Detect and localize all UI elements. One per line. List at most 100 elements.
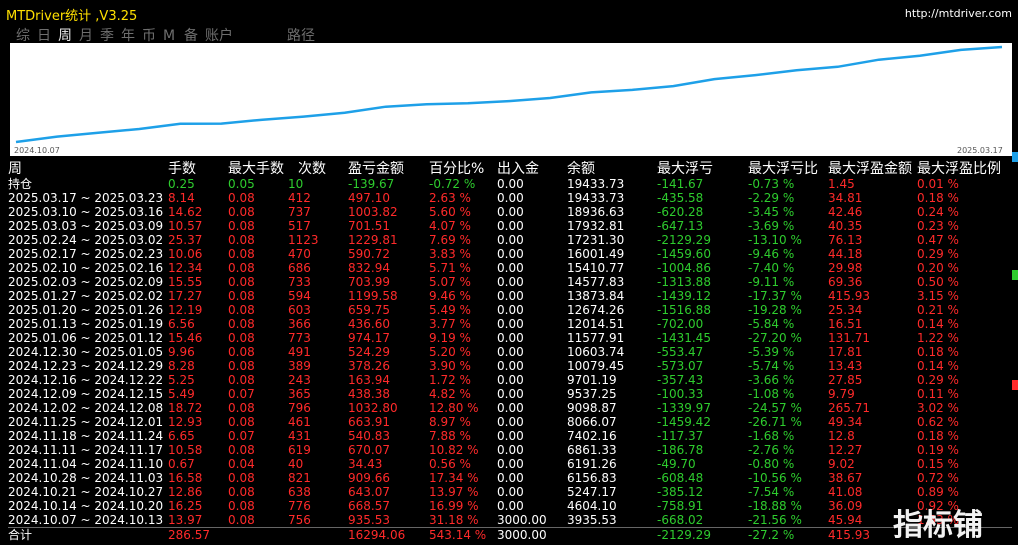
cell-deposit: 0.00 bbox=[497, 247, 524, 261]
header-week[interactable]: 周 bbox=[8, 161, 22, 177]
cell-profit: 974.17 bbox=[348, 331, 390, 345]
tab-quarter[interactable]: 季 bbox=[100, 28, 114, 44]
cell-max-float-loss: -2129.29 bbox=[657, 233, 711, 247]
cell-period: 2024.12.09 ~ 2024.12.15 bbox=[8, 387, 164, 401]
cell-lots: 15.46 bbox=[168, 331, 203, 345]
table-row[interactable]: 2025.01.27 ~ 2025.02.02 17.27 0.08 594 1199.… bbox=[8, 289, 1012, 303]
table-row[interactable]: 2024.11.11 ~ 2024.11.17 10.58 0.08 619 670.0… bbox=[8, 443, 1012, 457]
table-row[interactable]: 2025.02.24 ~ 2025.03.02 25.37 0.08 1123 1229… bbox=[8, 233, 1012, 247]
table-row[interactable]: 2025.03.03 ~ 2025.03.09 10.57 0.08 517 701.5… bbox=[8, 219, 1012, 233]
table-row[interactable]: 2025.01.06 ~ 2025.01.12 15.46 0.08 773 974.1… bbox=[8, 331, 1012, 345]
cell-deposit: 3000.00 bbox=[497, 513, 547, 527]
tab-month[interactable]: 月 bbox=[79, 28, 93, 44]
header-max-float-profit-ratio[interactable]: 最大浮盈比例 bbox=[917, 161, 1001, 177]
tab-magic[interactable]: M bbox=[163, 28, 176, 44]
table-row[interactable]: 2025.01.20 ~ 2025.01.26 12.19 0.08 603 659.7… bbox=[8, 303, 1012, 317]
cell-percent: 17.34 % bbox=[429, 471, 479, 485]
header-balance[interactable]: 余额 bbox=[567, 161, 595, 177]
cell-max-float-profit: 45.94 bbox=[828, 513, 863, 527]
table-row[interactable]: 2024.12.09 ~ 2024.12.15 5.49 0.07 365 438.38… bbox=[8, 387, 1012, 401]
cell-max-float-profit: 38.67 bbox=[828, 471, 863, 485]
header-max-float-loss-ratio[interactable]: 最大浮亏比 bbox=[748, 161, 818, 177]
table-row[interactable]: 2024.10.21 ~ 2024.10.27 12.86 0.08 638 643.0… bbox=[8, 485, 1012, 499]
table-row[interactable]: 2025.02.03 ~ 2025.02.09 15.55 0.08 733 703.9… bbox=[8, 275, 1012, 289]
table-row[interactable]: 2024.10.28 ~ 2024.11.03 16.58 0.08 821 909.6… bbox=[8, 471, 1012, 485]
cell-count: 756 bbox=[288, 513, 311, 527]
cell-max-lots: 0.04 bbox=[228, 457, 255, 471]
cell-balance: 3935.53 bbox=[567, 513, 617, 527]
cell-max-float-loss-ratio: -3.69 % bbox=[748, 219, 795, 233]
cell-period: 2024.11.25 ~ 2024.12.01 bbox=[8, 415, 164, 429]
cell-max-lots: 0.07 bbox=[228, 387, 255, 401]
tab-day[interactable]: 日 bbox=[37, 28, 51, 44]
table-row[interactable]: 2024.10.14 ~ 2024.10.20 16.25 0.08 776 668.5… bbox=[8, 499, 1012, 513]
table-row[interactable]: 2025.02.17 ~ 2025.02.23 10.06 0.08 470 590.7… bbox=[8, 247, 1012, 261]
cell-lots: 25.37 bbox=[168, 233, 203, 247]
tab-notes[interactable]: 备 bbox=[184, 28, 198, 44]
cell-max-float-loss: -435.58 bbox=[657, 191, 704, 205]
table-row[interactable]: 2025.01.13 ~ 2025.01.19 6.56 0.08 366 436.60… bbox=[8, 317, 1012, 331]
header-max-lots[interactable]: 最大手数 bbox=[228, 161, 284, 177]
cell-max-lots: 0.08 bbox=[228, 233, 255, 247]
table-row[interactable]: 2024.11.04 ~ 2024.11.10 0.67 0.04 40 34.43 0.… bbox=[8, 457, 1012, 471]
cell-profit: 909.66 bbox=[348, 471, 390, 485]
holding-row[interactable]: 持仓 0.25 0.05 10 -139.67 -0.72 % 0.00 19433.73 -1… bbox=[8, 177, 1012, 191]
cell-max-float-loss: -608.48 bbox=[657, 471, 704, 485]
table-row[interactable]: 2024.11.25 ~ 2024.12.01 12.93 0.08 461 663.9… bbox=[8, 415, 1012, 429]
header-deposit[interactable]: 出入金 bbox=[497, 161, 539, 177]
header-max-float-profit[interactable]: 最大浮盈金额 bbox=[828, 161, 912, 177]
tab-path[interactable]: 路径 bbox=[287, 28, 315, 44]
cell-max-float-profit-ratio: 0.29 % bbox=[917, 373, 959, 387]
cell-max-float-loss: -668.02 bbox=[657, 513, 704, 527]
cell-count: 1123 bbox=[288, 233, 319, 247]
header-lots[interactable]: 手数 bbox=[168, 161, 196, 177]
header-max-float-loss[interactable]: 最大浮亏 bbox=[657, 161, 713, 177]
total-row[interactable]: 合计 286.57 16294.06 543.14 % 3000.00 -2129.29 -… bbox=[8, 527, 1012, 542]
header-profit[interactable]: 盈亏金额 bbox=[348, 161, 404, 177]
table-row[interactable]: 2024.12.16 ~ 2024.12.22 5.25 0.08 243 163.94… bbox=[8, 373, 1012, 387]
tab-account[interactable]: 账户 bbox=[205, 28, 233, 44]
table-row[interactable]: 2024.12.02 ~ 2024.12.08 18.72 0.08 796 1032.… bbox=[8, 401, 1012, 415]
cell-percent: 7.69 % bbox=[429, 233, 471, 247]
tab-week[interactable]: 周 bbox=[58, 28, 72, 44]
cell-period: 2025.03.10 ~ 2025.03.16 bbox=[8, 205, 164, 219]
table-row[interactable]: 2024.12.30 ~ 2025.01.05 9.96 0.08 491 524.29… bbox=[8, 345, 1012, 359]
cell-period: 2025.01.13 ~ 2025.01.19 bbox=[8, 317, 164, 331]
cell-profit: 163.94 bbox=[348, 373, 390, 387]
cell-percent: 31.18 % bbox=[429, 513, 479, 527]
cell-deposit: 0.00 bbox=[497, 191, 524, 205]
tab-summary[interactable]: 综 bbox=[16, 28, 30, 44]
cell-max-float-loss: -141.67 bbox=[657, 177, 704, 191]
header-count[interactable]: 次数 bbox=[298, 161, 326, 177]
tab-year[interactable]: 年 bbox=[121, 28, 135, 44]
cell-balance: 6861.33 bbox=[567, 443, 617, 457]
tab-currency[interactable]: 币 bbox=[142, 28, 156, 44]
cell-max-float-profit-ratio: 0.19 % bbox=[917, 443, 959, 457]
cell-profit: 1003.82 bbox=[348, 205, 398, 219]
cell-count: 412 bbox=[288, 191, 311, 205]
table-row[interactable]: 2025.03.10 ~ 2025.03.16 14.62 0.08 737 1003.… bbox=[8, 205, 1012, 219]
cell-max-lots: 0.08 bbox=[228, 471, 255, 485]
cell-percent: -0.72 % bbox=[429, 177, 476, 191]
table-row[interactable]: 2025.02.10 ~ 2025.02.16 12.34 0.08 686 832.9… bbox=[8, 261, 1012, 275]
cell-max-float-profit-ratio: 0.18 % bbox=[917, 345, 959, 359]
header-percent[interactable]: 百分比% bbox=[429, 161, 485, 177]
cell-max-float-loss-ratio: -13.10 % bbox=[748, 233, 802, 247]
cell-max-float-loss: -1439.12 bbox=[657, 289, 711, 303]
cell-max-float-profit: 69.36 bbox=[828, 275, 863, 289]
cell-max-float-loss-ratio: -10.56 % bbox=[748, 471, 802, 485]
cell-max-float-profit-ratio: 0.14 % bbox=[917, 359, 959, 373]
cell-profit: 524.29 bbox=[348, 345, 390, 359]
cell-balance: 9701.19 bbox=[567, 373, 617, 387]
cell-deposit: 0.00 bbox=[497, 205, 524, 219]
cell-lots: 16.25 bbox=[168, 499, 203, 513]
table-row[interactable]: 2025.03.17 ~ 2025.03.23 8.14 0.08 412 497.10… bbox=[8, 191, 1012, 205]
table-row[interactable]: 2024.11.18 ~ 2024.11.24 6.65 0.07 431 540.83… bbox=[8, 429, 1012, 443]
cell-percent: 5.49 % bbox=[429, 303, 471, 317]
table-row[interactable]: 2024.12.23 ~ 2024.12.29 8.28 0.08 389 378.26… bbox=[8, 359, 1012, 373]
cell-max-float-profit: 34.81 bbox=[828, 191, 863, 205]
table-row[interactable]: 2024.10.07 ~ 2024.10.13 13.97 0.08 756 935.5… bbox=[8, 513, 1012, 527]
cell-max-lots: 0.08 bbox=[228, 401, 255, 415]
cell-balance: 15410.77 bbox=[567, 261, 625, 275]
website-link[interactable]: http://mtdriver.com bbox=[904, 7, 1012, 20]
